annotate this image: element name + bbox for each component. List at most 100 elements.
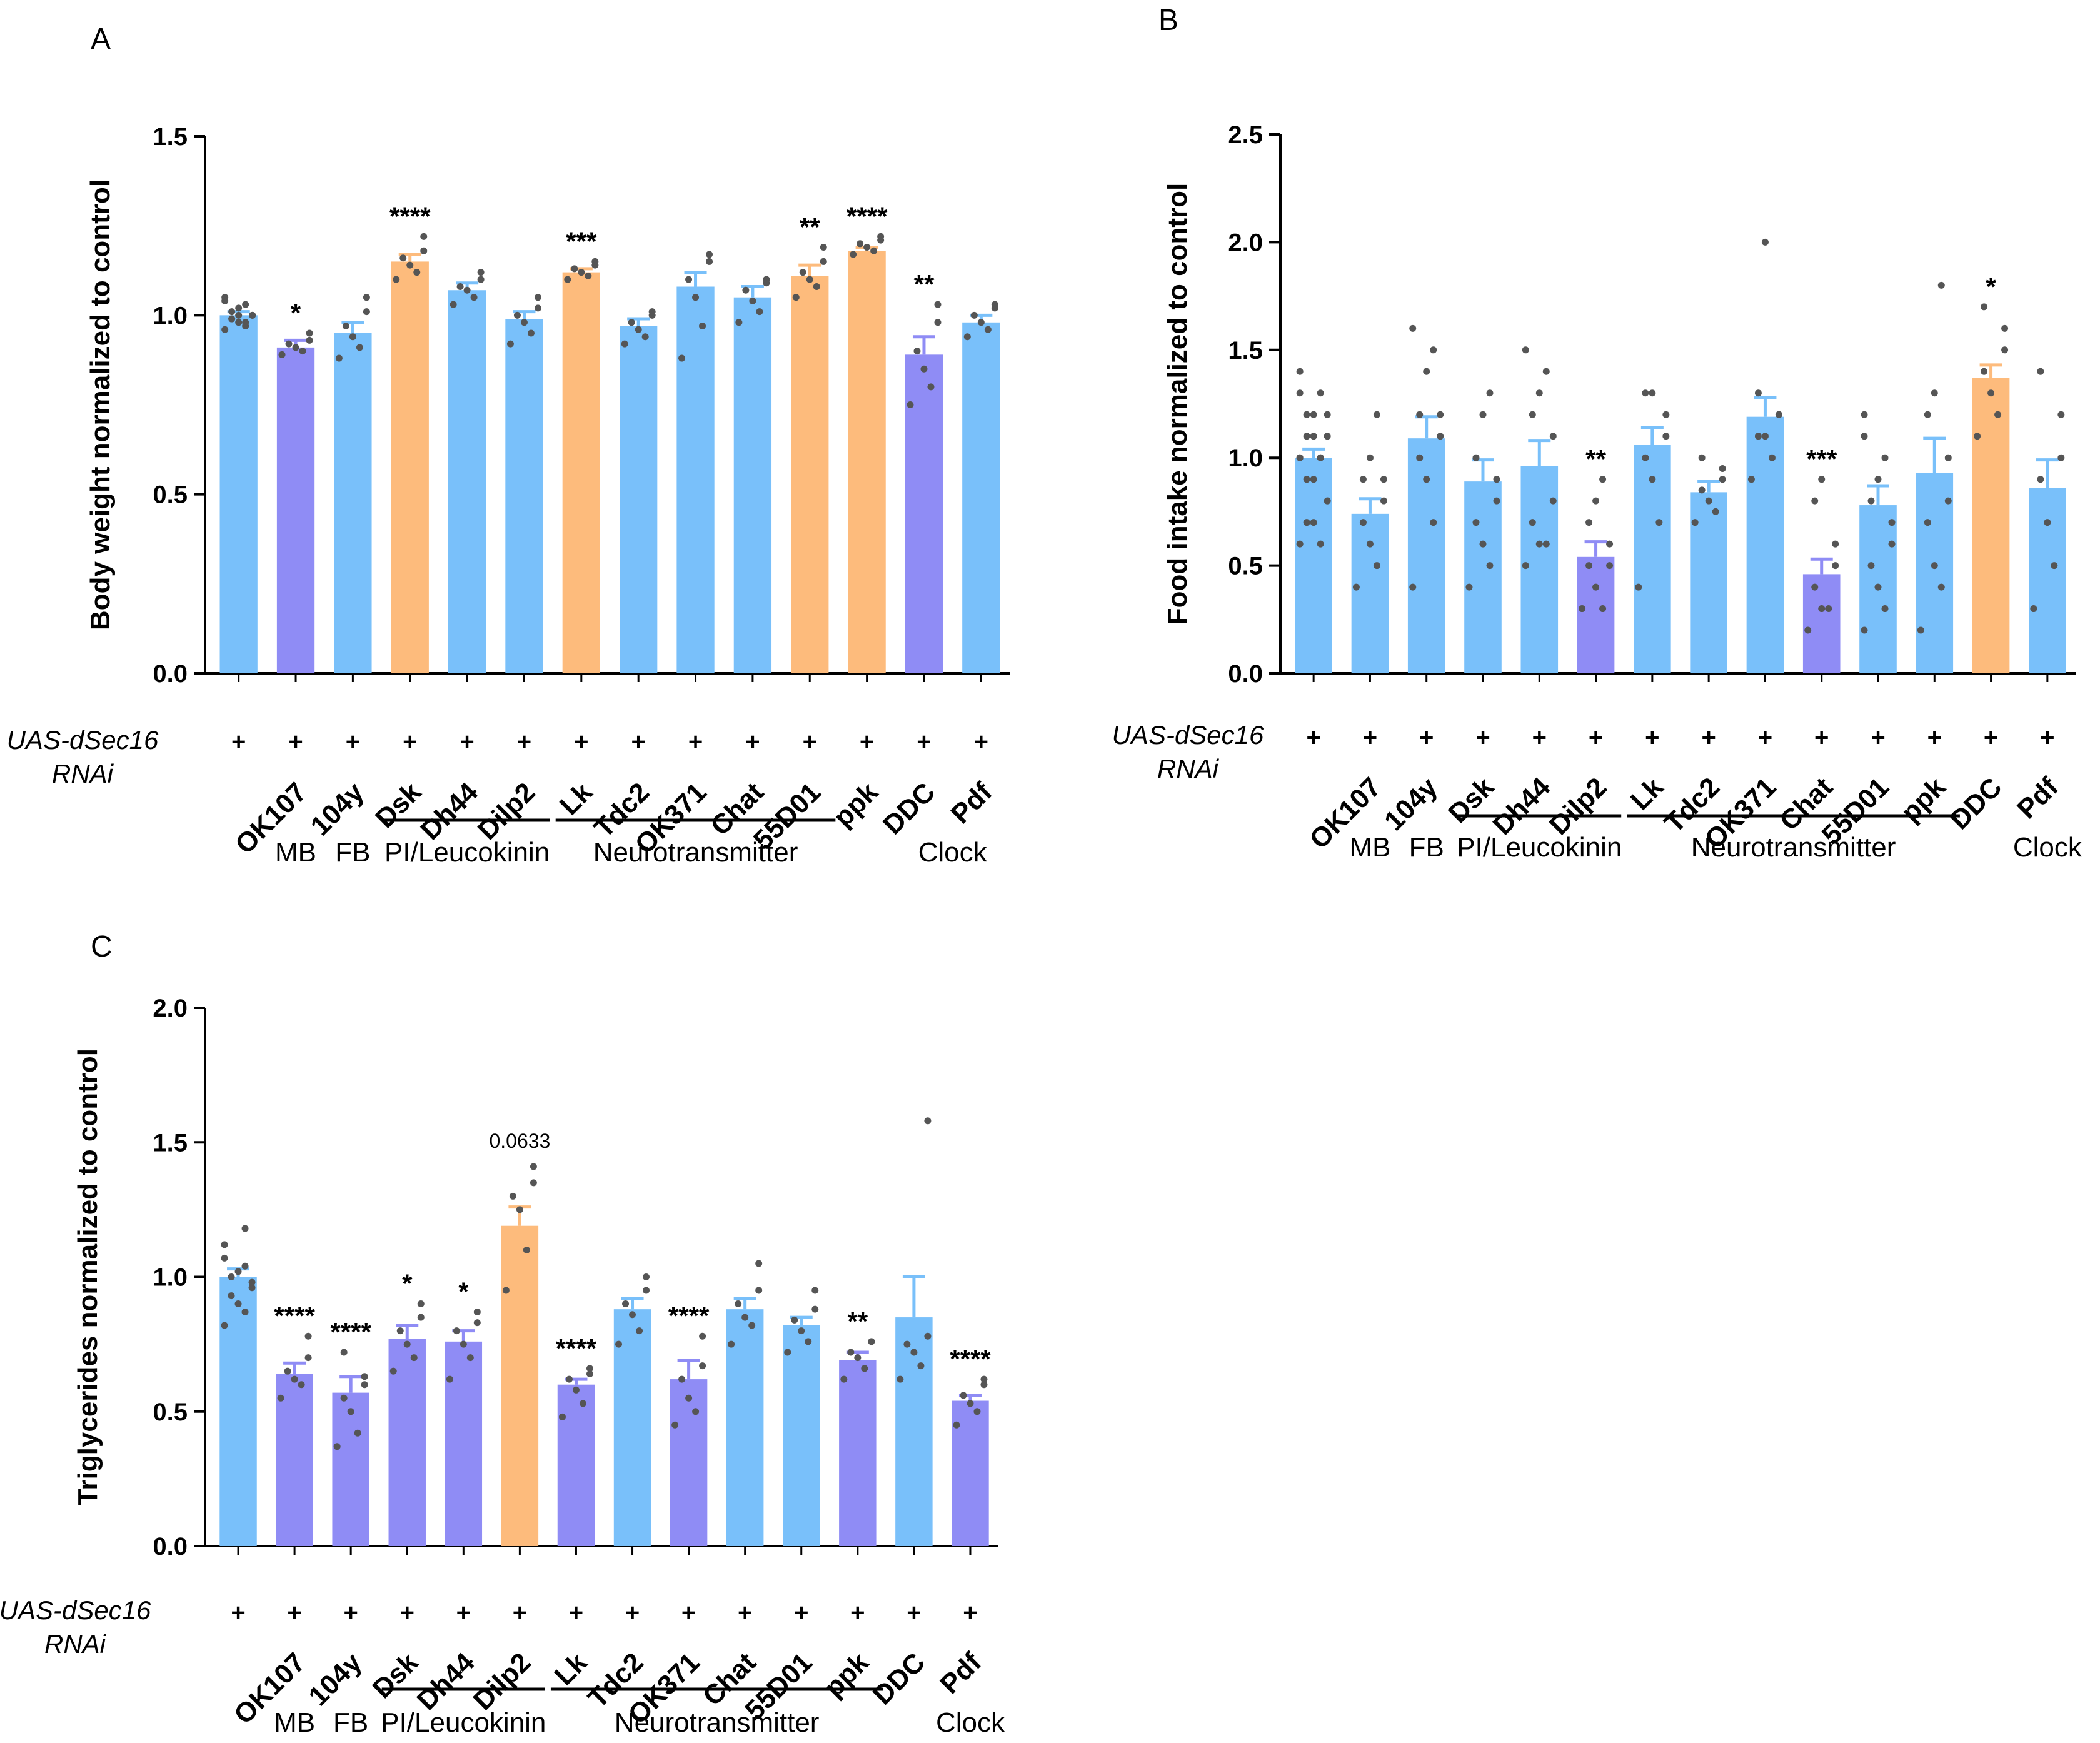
data-point	[1366, 454, 1374, 461]
data-point	[1606, 540, 1614, 548]
data-point	[354, 1429, 361, 1437]
data-point	[453, 1327, 460, 1335]
data-point	[304, 1354, 312, 1362]
data-point	[586, 1370, 593, 1377]
data-point	[1437, 411, 1444, 418]
data-point	[1437, 433, 1444, 440]
data-point	[907, 401, 914, 408]
data-point	[234, 1268, 242, 1275]
data-point	[635, 326, 642, 333]
group-label: MB	[1349, 832, 1390, 863]
data-point	[1522, 346, 1529, 354]
data-point	[277, 1394, 284, 1402]
data-point	[1754, 389, 1762, 397]
data-point	[641, 333, 649, 341]
data-point	[854, 1354, 862, 1362]
data-point	[1705, 497, 1712, 505]
data-point	[927, 383, 935, 391]
bar	[676, 286, 715, 673]
significance-label: **	[914, 269, 935, 299]
data-point	[850, 251, 857, 258]
data-point	[235, 319, 243, 326]
data-point	[798, 1327, 805, 1335]
genotype-plus: +	[794, 1599, 808, 1627]
data-point	[506, 340, 514, 348]
data-point	[1296, 454, 1304, 461]
data-point	[1579, 605, 1586, 613]
data-point	[578, 269, 585, 276]
data-point	[1599, 605, 1607, 613]
data-point	[1924, 519, 1931, 526]
significance-label: ***	[566, 226, 597, 256]
data-point	[685, 1394, 693, 1402]
bar	[219, 315, 258, 673]
data-point	[1662, 433, 1670, 440]
genotype-plus: +	[513, 1599, 527, 1627]
data-point	[1867, 562, 1875, 570]
data-point	[1472, 519, 1480, 526]
data-point	[2001, 324, 2009, 332]
data-point	[285, 340, 293, 348]
data-point	[396, 1327, 404, 1335]
data-point	[1691, 519, 1699, 526]
data-point	[1655, 519, 1663, 526]
data-point	[534, 294, 541, 301]
data-point	[586, 1365, 593, 1372]
panel-letter: B	[1158, 4, 1178, 37]
data-point	[228, 1273, 235, 1280]
data-point	[1924, 411, 1931, 418]
data-point	[572, 1386, 580, 1394]
data-point	[792, 294, 800, 301]
data-point	[1698, 454, 1706, 461]
significance-label: **	[847, 1307, 868, 1336]
data-point	[1373, 411, 1380, 418]
data-point	[671, 1421, 679, 1429]
genotype-plus: +	[974, 728, 988, 756]
bar	[733, 297, 772, 673]
category-label: Dh44	[411, 1647, 481, 1716]
data-point	[399, 254, 407, 262]
significance-label: ****	[950, 1344, 991, 1374]
data-point	[579, 1400, 586, 1407]
data-point	[806, 276, 813, 283]
data-point	[1768, 454, 1776, 461]
data-point	[1373, 562, 1380, 570]
data-point	[410, 1354, 418, 1362]
data-point	[530, 1179, 537, 1187]
data-point	[1937, 583, 1945, 591]
category-label: Dilp2	[1544, 771, 1613, 841]
bar	[1351, 513, 1389, 673]
data-point	[470, 294, 478, 301]
data-point	[741, 1314, 749, 1321]
category-label: DDC	[877, 776, 941, 840]
data-point	[1888, 519, 1896, 526]
group-label: FB	[1409, 832, 1444, 863]
data-point	[1832, 562, 1839, 570]
data-point	[516, 1206, 523, 1213]
genotype-plus: +	[1701, 724, 1716, 751]
data-point	[1493, 497, 1500, 505]
data-point	[349, 333, 356, 341]
data-point	[1881, 454, 1889, 461]
category-label: Dilp2	[468, 1647, 537, 1716]
data-point	[924, 1332, 932, 1340]
data-point	[924, 1117, 932, 1125]
data-point	[1832, 540, 1839, 548]
bar	[670, 1379, 708, 1546]
chart-panel-C: C Triglycerides normalized to control 0.0 0…	[0, 930, 1005, 1738]
significance-label: *	[291, 298, 301, 328]
category-label: DDC	[867, 1647, 931, 1710]
data-point	[1874, 583, 1882, 591]
data-point	[870, 247, 878, 254]
data-point	[304, 1332, 312, 1340]
data-point	[335, 354, 343, 362]
bar	[2029, 488, 2066, 673]
data-point	[756, 308, 763, 316]
genotype-plus: +	[688, 728, 703, 756]
genotype-plus: +	[1871, 724, 1885, 751]
data-point	[1479, 411, 1487, 418]
genotype-plus: +	[287, 1599, 301, 1627]
y-tick-label: 1.5	[1228, 337, 1263, 364]
category-label: Pdf	[945, 776, 998, 830]
